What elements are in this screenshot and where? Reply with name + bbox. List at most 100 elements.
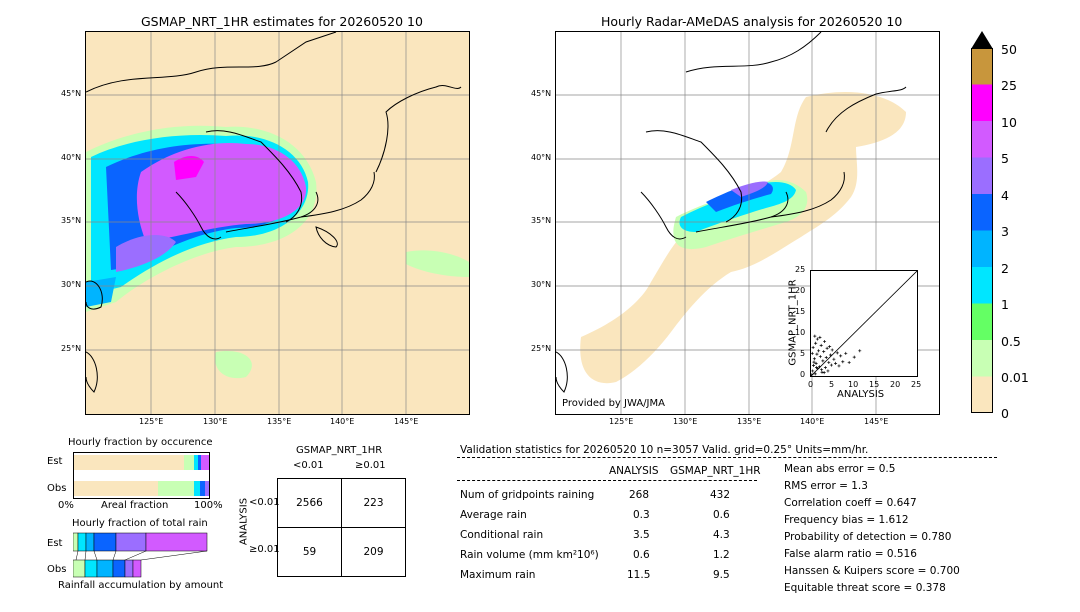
scatter-point xyxy=(815,337,819,341)
scatter-xtick-15: 15 xyxy=(869,380,880,389)
left-map xyxy=(85,31,470,415)
colorbar-segment xyxy=(971,340,993,377)
occ-obs-blue xyxy=(200,481,205,496)
colorbar-label-0.5: 0.5 xyxy=(1001,334,1021,349)
scatter-point xyxy=(835,351,839,355)
scatter-point xyxy=(822,371,826,375)
colorbar-segment xyxy=(971,121,993,158)
tr-obs-light xyxy=(72,559,86,578)
scatter-point xyxy=(837,364,841,368)
left-coastline xyxy=(86,32,462,393)
scatter-point xyxy=(818,335,822,339)
left-lon-label-140: 140°E xyxy=(330,417,355,426)
score-line: Probability of detection = 0.780 xyxy=(784,531,952,543)
occ-est-purple xyxy=(201,455,209,470)
scatter-point xyxy=(814,361,818,365)
score-line: False alarm ratio = 0.516 xyxy=(784,548,917,560)
scatter-ytick-0: 0 xyxy=(800,370,806,379)
right-lon-label-125: 125°E xyxy=(609,417,634,426)
scatter-point xyxy=(852,355,856,359)
scatter-xtick-5: 5 xyxy=(829,380,835,389)
score-line: Equitable threat score = 0.378 xyxy=(784,582,946,594)
scatter-point xyxy=(823,366,827,370)
score-line: Hanssen & Kuipers score = 0.700 xyxy=(784,565,960,577)
scatter-point xyxy=(811,345,815,349)
right-lon-label-145: 145°E xyxy=(864,417,889,426)
contingency-table: 2566 223 59 209 xyxy=(277,478,406,577)
scatter-diagonal xyxy=(810,270,918,377)
score-line: RMS error = 1.3 xyxy=(784,480,868,492)
scatter-point xyxy=(839,354,843,358)
contingency-title: GSMAP_NRT_1HR xyxy=(296,445,383,456)
contingency-cell: 59 xyxy=(277,527,342,577)
scatter-xtick-0: 0 xyxy=(808,380,814,389)
scatter-point xyxy=(841,360,845,364)
validation-row-analysis: 3.5 xyxy=(633,529,650,541)
scatter-point xyxy=(820,370,824,374)
colorbar-segment xyxy=(971,303,993,340)
right-coastline xyxy=(556,32,907,393)
total-rain-chart xyxy=(72,532,208,578)
colorbar xyxy=(971,48,993,413)
occurrence-est-label: Est xyxy=(47,456,63,467)
scatter-point xyxy=(858,349,862,353)
scatter-inset xyxy=(810,270,918,377)
occurrence-xlabel-0: 0% xyxy=(58,500,74,511)
score-line: Mean abs error = 0.5 xyxy=(784,463,896,475)
left-lat-label-25: 25°N xyxy=(61,344,82,353)
validation-row-analysis: 0.6 xyxy=(633,549,650,561)
radar-rain-purple xyxy=(731,181,768,197)
colorbar-segment xyxy=(971,376,993,413)
left-lon-label-135: 135°E xyxy=(267,417,292,426)
left-map-title: GSMAP_NRT_1HR estimates for 20260520 10 xyxy=(141,14,423,29)
validation-row-analysis: 11.5 xyxy=(627,569,651,581)
tr-obs-cyan xyxy=(84,559,98,578)
occ-obs-cyan xyxy=(194,481,200,496)
left-lat-label-45: 45°N xyxy=(61,89,82,98)
validation-row-label: Rain volume (mm km²10⁶) xyxy=(460,549,599,561)
contingency-row-axis: ANALYSIS xyxy=(238,497,250,546)
occurrence-xlabel-mid: Areal fraction xyxy=(101,500,169,511)
scatter-point xyxy=(829,363,833,367)
scatter-point xyxy=(847,361,851,365)
colorbar-label-4: 4 xyxy=(1001,188,1009,203)
scatter-ytick-20: 20 xyxy=(795,286,806,295)
scatter-xtick-25: 25 xyxy=(911,380,922,389)
validation-row-gsmap: 4.3 xyxy=(713,529,730,541)
colorbar-label-0.01: 0.01 xyxy=(1001,370,1029,385)
scatter-point xyxy=(817,349,821,353)
scatter-point xyxy=(815,352,819,356)
occurrence-chart-canvas xyxy=(74,455,209,496)
validation-row-label: Average rain xyxy=(460,509,527,521)
scatter-point xyxy=(832,357,836,361)
colorbar-label-5: 5 xyxy=(1001,151,1009,166)
scatter-point xyxy=(830,348,834,352)
validation-header: Validation statistics for 20260520 10 n=… xyxy=(460,444,869,456)
occurrence-chart xyxy=(73,452,210,499)
occ-est-nonrain xyxy=(74,455,184,470)
scatter-ylabel: GSMAP_NRT_1HR xyxy=(787,279,799,366)
scatter-point xyxy=(826,369,830,373)
total-rain-title: Hourly fraction of total rain xyxy=(72,518,208,529)
colorbar-segment xyxy=(971,194,993,231)
validation-row-gsmap: 9.5 xyxy=(713,569,730,581)
scatter-ytick-25: 25 xyxy=(795,265,806,274)
colorbar-segment xyxy=(971,230,993,267)
left-lat-label-30: 30°N xyxy=(61,280,82,289)
tr-est-cyan xyxy=(77,532,87,552)
scatter-point xyxy=(813,334,817,338)
scatter-point xyxy=(825,346,829,350)
scatter-point xyxy=(821,359,825,363)
rain-region-east xyxy=(406,250,469,277)
right-lat-label-45: 45°N xyxy=(531,89,552,98)
scatter-point xyxy=(824,356,828,360)
tr-connectors xyxy=(75,550,208,561)
tr-est-purple xyxy=(115,532,147,552)
left-lon-label-145: 145°E xyxy=(394,417,419,426)
scatter-point xyxy=(817,365,821,369)
scatter-ytick-5: 5 xyxy=(800,349,806,358)
contingency-cell: 2566 xyxy=(277,478,342,528)
right-lon-label-130: 130°E xyxy=(673,417,698,426)
right-lat-label-35: 35°N xyxy=(531,216,552,225)
scatter-point xyxy=(814,341,818,345)
